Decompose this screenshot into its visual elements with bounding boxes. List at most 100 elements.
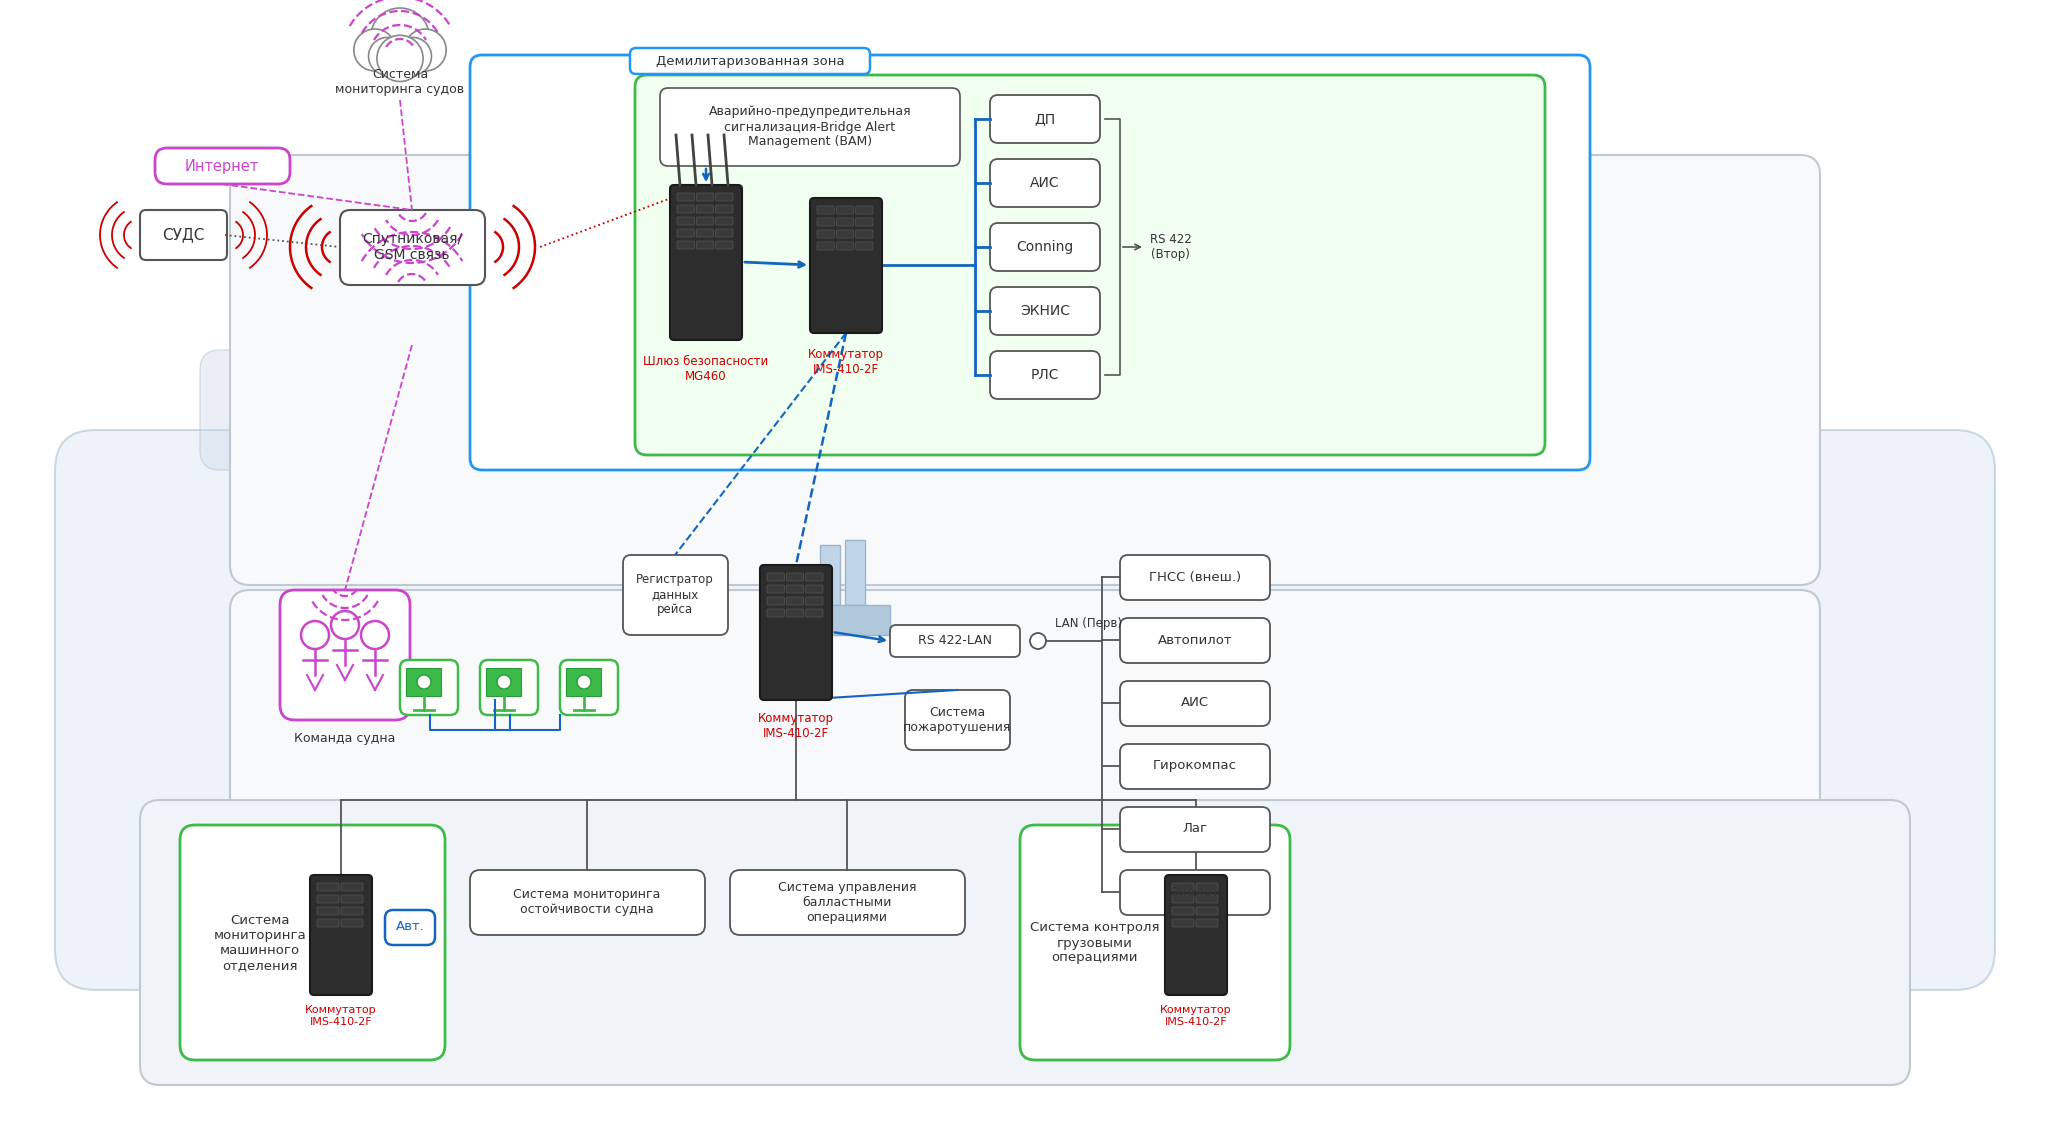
FancyBboxPatch shape — [340, 210, 485, 285]
Text: АИС: АИС — [1030, 176, 1059, 190]
FancyBboxPatch shape — [805, 597, 823, 605]
FancyBboxPatch shape — [659, 88, 961, 166]
Circle shape — [377, 35, 424, 81]
FancyBboxPatch shape — [678, 229, 694, 237]
FancyBboxPatch shape — [786, 609, 803, 617]
FancyBboxPatch shape — [631, 49, 870, 74]
Text: Шлюз безопасности
MG460: Шлюз безопасности MG460 — [643, 355, 768, 384]
Text: RS 422
(Втор): RS 422 (Втор) — [1151, 233, 1192, 261]
Text: ЭКНИС: ЭКНИС — [1020, 305, 1069, 318]
FancyBboxPatch shape — [180, 825, 444, 1060]
FancyBboxPatch shape — [678, 217, 694, 224]
Text: Интернет: Интернет — [184, 159, 258, 174]
FancyBboxPatch shape — [281, 590, 410, 720]
FancyBboxPatch shape — [1196, 895, 1219, 904]
FancyBboxPatch shape — [559, 660, 618, 715]
FancyBboxPatch shape — [836, 206, 854, 214]
FancyBboxPatch shape — [317, 907, 340, 915]
Text: RS 422-LAN: RS 422-LAN — [918, 634, 991, 647]
FancyBboxPatch shape — [55, 430, 1995, 990]
Text: Система управления
балластными
операциями: Система управления балластными операциям… — [778, 881, 915, 924]
FancyBboxPatch shape — [696, 205, 713, 213]
Bar — [469, 265, 500, 350]
FancyBboxPatch shape — [469, 55, 1589, 470]
FancyBboxPatch shape — [1165, 875, 1227, 995]
Bar — [565, 668, 600, 696]
FancyBboxPatch shape — [1120, 681, 1270, 726]
FancyBboxPatch shape — [1196, 883, 1219, 891]
FancyBboxPatch shape — [715, 241, 733, 249]
FancyBboxPatch shape — [817, 230, 834, 238]
FancyBboxPatch shape — [317, 895, 340, 904]
Circle shape — [393, 37, 432, 76]
FancyBboxPatch shape — [1171, 919, 1194, 927]
FancyBboxPatch shape — [856, 218, 872, 226]
FancyBboxPatch shape — [786, 585, 803, 593]
FancyBboxPatch shape — [201, 350, 1200, 470]
FancyBboxPatch shape — [1120, 744, 1270, 788]
Text: Система мониторинга
остойчивости судна: Система мониторинга остойчивости судна — [514, 888, 662, 916]
FancyBboxPatch shape — [696, 193, 713, 201]
FancyBboxPatch shape — [1171, 883, 1194, 891]
Text: ГНСС (внеш.): ГНСС (внеш.) — [1149, 571, 1241, 583]
FancyBboxPatch shape — [891, 625, 1020, 656]
FancyBboxPatch shape — [768, 585, 784, 593]
FancyBboxPatch shape — [229, 155, 1821, 585]
FancyBboxPatch shape — [342, 883, 362, 891]
FancyBboxPatch shape — [1171, 895, 1194, 904]
Text: Система
пожаротушения: Система пожаротушения — [903, 706, 1012, 734]
FancyBboxPatch shape — [317, 883, 340, 891]
FancyBboxPatch shape — [229, 590, 1821, 985]
FancyBboxPatch shape — [678, 241, 694, 249]
FancyBboxPatch shape — [479, 660, 539, 715]
FancyBboxPatch shape — [836, 218, 854, 226]
FancyBboxPatch shape — [399, 660, 459, 715]
Text: Эхолот: Эхолот — [1169, 885, 1221, 899]
Text: Команда судна: Команда судна — [295, 732, 395, 744]
FancyBboxPatch shape — [635, 74, 1544, 455]
FancyBboxPatch shape — [1196, 907, 1219, 915]
FancyBboxPatch shape — [715, 229, 733, 237]
FancyBboxPatch shape — [989, 95, 1100, 143]
FancyBboxPatch shape — [670, 185, 741, 340]
FancyBboxPatch shape — [811, 199, 883, 333]
Circle shape — [403, 29, 446, 71]
FancyBboxPatch shape — [1120, 807, 1270, 852]
Text: Автопилот: Автопилот — [1157, 634, 1233, 646]
Bar — [420, 270, 451, 350]
Text: Коммутатор
IMS-410-2F: Коммутатор IMS-410-2F — [1159, 1005, 1231, 1026]
FancyBboxPatch shape — [836, 243, 854, 250]
FancyBboxPatch shape — [989, 223, 1100, 271]
Text: Система
мониторинга
машинного
отделения: Система мониторинга машинного отделения — [213, 914, 307, 972]
Bar — [811, 605, 891, 635]
FancyBboxPatch shape — [715, 205, 733, 213]
Text: РЛС: РЛС — [1030, 368, 1059, 382]
Bar — [510, 275, 535, 350]
FancyBboxPatch shape — [1120, 555, 1270, 600]
Bar — [406, 668, 440, 696]
Text: Коммутатор
IMS-410-2F: Коммутатор IMS-410-2F — [809, 349, 885, 376]
FancyBboxPatch shape — [696, 241, 713, 249]
FancyBboxPatch shape — [760, 565, 831, 700]
FancyBboxPatch shape — [1120, 618, 1270, 663]
Circle shape — [1030, 633, 1047, 649]
FancyBboxPatch shape — [989, 159, 1100, 208]
Text: LAN (Перв): LAN (Перв) — [1055, 617, 1122, 629]
Text: Коммутатор
IMS-410-2F: Коммутатор IMS-410-2F — [305, 1005, 377, 1026]
Bar — [819, 545, 840, 605]
Text: Регистратор
данных
рейса: Регистратор данных рейса — [637, 573, 715, 617]
FancyBboxPatch shape — [317, 919, 340, 927]
FancyBboxPatch shape — [856, 206, 872, 214]
FancyBboxPatch shape — [768, 573, 784, 581]
FancyBboxPatch shape — [1171, 907, 1194, 915]
Text: Коммутатор
IMS-410-2F: Коммутатор IMS-410-2F — [758, 712, 834, 740]
Circle shape — [418, 675, 430, 689]
Bar — [846, 540, 864, 605]
FancyBboxPatch shape — [715, 193, 733, 201]
FancyBboxPatch shape — [817, 243, 834, 250]
FancyBboxPatch shape — [342, 919, 362, 927]
FancyBboxPatch shape — [905, 690, 1010, 750]
FancyBboxPatch shape — [385, 910, 434, 945]
FancyBboxPatch shape — [1020, 825, 1290, 1060]
Circle shape — [578, 675, 592, 689]
